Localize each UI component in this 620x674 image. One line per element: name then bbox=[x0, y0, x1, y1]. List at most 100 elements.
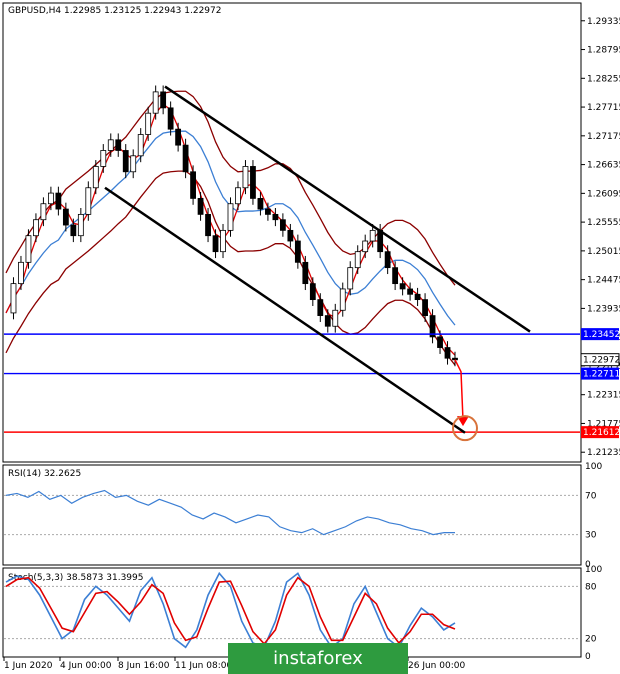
current-price-tag bbox=[580, 353, 620, 367]
candle-body bbox=[85, 187, 92, 215]
candle-body bbox=[212, 235, 219, 253]
candle-body bbox=[302, 261, 309, 285]
candle-body bbox=[392, 267, 399, 285]
price-tick-label: 1.24475 bbox=[587, 276, 620, 286]
level-label: 1.23452 bbox=[583, 330, 620, 340]
arrow-head bbox=[457, 416, 469, 427]
candle-body bbox=[257, 198, 264, 210]
candle-body bbox=[205, 213, 211, 237]
candle-body bbox=[77, 213, 84, 237]
price-tick-label: 1.27715 bbox=[587, 103, 620, 113]
candle-body bbox=[197, 198, 204, 215]
candle-body bbox=[115, 139, 122, 151]
stoch-tick-label: 20 bbox=[585, 635, 597, 645]
levels: 1.23452 1.22711 1.21612 1.22972 bbox=[4, 328, 620, 439]
candle-body bbox=[92, 166, 99, 189]
candle-body bbox=[100, 150, 107, 167]
candle-body bbox=[317, 299, 324, 316]
rsi-line bbox=[5, 489, 455, 536]
candle-body bbox=[122, 150, 129, 173]
price-tick-label: 1.28795 bbox=[587, 46, 620, 56]
candle-body bbox=[107, 139, 114, 151]
candle-body bbox=[235, 187, 241, 205]
candle-body bbox=[384, 251, 391, 269]
candle-body bbox=[250, 166, 256, 199]
rsi-tick-label: 30 bbox=[585, 531, 597, 541]
candle-body bbox=[414, 293, 421, 301]
current-price-label: 1.22972 bbox=[583, 356, 620, 366]
candle-body bbox=[220, 229, 226, 253]
arrow-path bbox=[454, 359, 464, 421]
candle-body bbox=[332, 309, 339, 327]
time-tick-label: 1 Jun 2020 bbox=[4, 661, 53, 671]
candle-body bbox=[339, 288, 346, 311]
candle-body bbox=[25, 235, 32, 263]
price-tick-label: 1.22315 bbox=[587, 391, 620, 401]
level-tag bbox=[581, 426, 619, 439]
candle-body bbox=[40, 203, 47, 221]
candle-body bbox=[294, 240, 301, 263]
candle-body bbox=[309, 283, 316, 301]
price-tick-label: 1.26635 bbox=[587, 161, 620, 171]
time-tick-label: 4 Jun 00:00 bbox=[60, 661, 112, 671]
candle-body bbox=[160, 91, 167, 109]
stoch-panel bbox=[2, 567, 582, 658]
rsi-panel bbox=[2, 464, 582, 566]
candle-body bbox=[324, 315, 331, 327]
candle-body bbox=[18, 261, 24, 285]
lower-band bbox=[5, 170, 456, 366]
level-label: 1.22711 bbox=[583, 370, 620, 380]
candle-body bbox=[452, 357, 458, 361]
symbol-header: GBPUSD,H4 1.22985 1.23125 1.22943 1.2297… bbox=[8, 6, 221, 16]
price-tick-label: 1.26095 bbox=[587, 189, 620, 199]
candle-body bbox=[227, 203, 234, 231]
candle-body bbox=[399, 283, 406, 290]
rsi-label: RSI(14) 32.2625 bbox=[8, 469, 81, 479]
stochastic-indicator: 100 80 20 0 bbox=[4, 565, 602, 662]
price-tick-label: 1.29335 bbox=[587, 17, 620, 27]
rsi-tick-label: 0 bbox=[585, 560, 591, 570]
stoch-tick-label: 80 bbox=[585, 582, 597, 592]
candle-body bbox=[70, 224, 77, 237]
candle-body bbox=[422, 299, 428, 316]
stoch-tick-label: 0 bbox=[585, 652, 591, 662]
channel-line bbox=[164, 85, 531, 333]
candle-body bbox=[33, 219, 39, 237]
candle-body bbox=[429, 315, 436, 338]
channel bbox=[104, 85, 531, 434]
watermark: instaforex bbox=[228, 643, 408, 674]
time-tick-label: 26 Jun 00:00 bbox=[408, 661, 465, 671]
candle-body bbox=[265, 208, 271, 215]
candle-body bbox=[175, 128, 182, 146]
candle-body bbox=[145, 112, 152, 135]
candle-body bbox=[55, 192, 62, 210]
price-tick-label: 1.27175 bbox=[587, 132, 620, 142]
candle-body bbox=[242, 166, 249, 189]
stoch-k-line bbox=[5, 571, 456, 649]
candle-body bbox=[272, 213, 279, 221]
candle-body bbox=[347, 267, 354, 290]
candles bbox=[10, 85, 458, 367]
price-tick-label: 1.25015 bbox=[587, 247, 620, 257]
candle-body bbox=[279, 219, 286, 231]
candle-body bbox=[437, 336, 443, 348]
candle-body bbox=[167, 107, 174, 130]
price-tick-label: 1.21775 bbox=[587, 419, 620, 429]
level-tag bbox=[581, 328, 619, 341]
time-axis: 1 Jun 2020 4 Jun 00:00 8 Jun 16:00 11 Jun 0… bbox=[3, 657, 465, 671]
candle-body bbox=[152, 91, 159, 114]
channel-line bbox=[104, 186, 466, 434]
candle-body bbox=[182, 144, 189, 173]
candle-body bbox=[130, 155, 137, 173]
rsi-tick-label: 70 bbox=[585, 491, 597, 501]
candle-body bbox=[362, 240, 369, 253]
candle-body bbox=[48, 192, 54, 205]
candle-body bbox=[137, 134, 144, 157]
candle-body bbox=[369, 229, 376, 242]
time-tick-label: 8 Jun 16:00 bbox=[118, 661, 170, 671]
candle-body bbox=[407, 288, 414, 295]
stoch-tick-label: 100 bbox=[585, 565, 602, 575]
candle-body bbox=[62, 208, 69, 226]
candle-body bbox=[444, 347, 451, 359]
